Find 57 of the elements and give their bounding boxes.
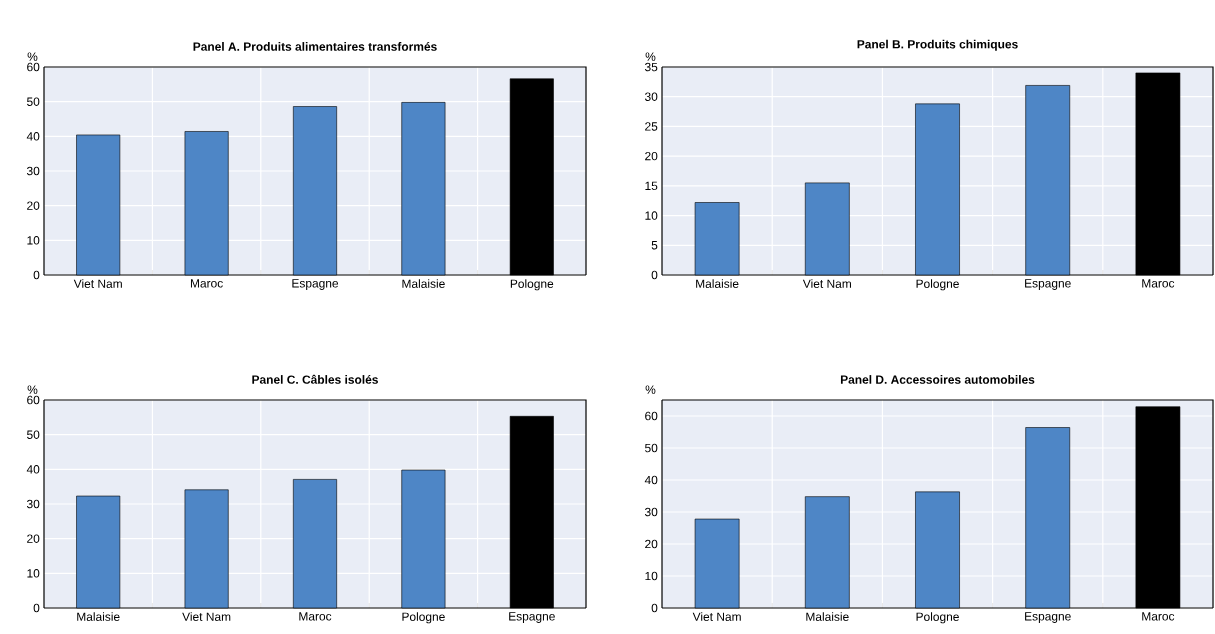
y-axis-title: % (27, 52, 38, 61)
y-tick-label: 50 (27, 430, 40, 439)
y-tick-label: 10 (27, 236, 40, 245)
y-tick-label: 0 (33, 603, 40, 613)
x-tick-label: Pologne (402, 612, 445, 624)
x-tick-label: Maroc (1142, 612, 1175, 621)
x-tick-label: Pologne (916, 612, 959, 624)
x-tick-label: Malaisie (696, 279, 739, 288)
y-tick-label: 0 (651, 270, 658, 280)
y-axis-title: % (27, 385, 38, 394)
y-tick-label: 5 (651, 241, 658, 250)
x-tick-label: Maroc (190, 279, 223, 288)
x-tick-label: Malaisie (402, 279, 445, 288)
x-tick-label: Maroc (1142, 279, 1175, 288)
y-tick-label: 25 (645, 122, 658, 131)
x-tick-label: Viet Nam (73, 279, 122, 288)
y-tick-label: 30 (26, 166, 40, 176)
x-tick-label: Espagne (292, 279, 339, 290)
y-tick-label: 15 (645, 181, 658, 191)
x-tick-label: Pologne (510, 279, 554, 291)
y-tick-label: 50 (645, 443, 658, 453)
y-tick-label: 40 (26, 465, 40, 474)
y-tick-label: 30 (26, 499, 40, 509)
y-tick-label: 10 (645, 571, 658, 581)
y-tick-label: 20 (645, 539, 658, 549)
y-tick-label: 0 (33, 270, 40, 280)
y-tick-label: 60 (27, 395, 40, 405)
y-axis-title: % (645, 52, 656, 61)
chart-title: Panel D. Accessoires automobiles (840, 375, 1035, 384)
y-tick-label: 40 (644, 475, 658, 485)
x-tick-label: Espagne (1025, 279, 1071, 290)
x-tick-label: Viet Nam (182, 612, 231, 621)
y-tick-label: 10 (27, 569, 40, 578)
chart-title: Panel A. Produits alimentaires transformés (193, 41, 437, 51)
y-axis-title: % (645, 385, 656, 394)
y-tick-label: 10 (645, 211, 658, 220)
y-tick-label: 40 (26, 132, 40, 141)
x-tick-label: Viet Nam (802, 279, 851, 288)
y-tick-label: 30 (644, 507, 658, 517)
x-tick-label: Maroc (299, 612, 332, 621)
x-tick-label: Espagne (509, 612, 555, 623)
y-tick-label: 30 (644, 92, 658, 101)
x-tick-label: Pologne (916, 279, 959, 291)
y-tick-label: 60 (645, 411, 658, 421)
chart-title: Panel B. Produits chimiques (857, 39, 1018, 51)
y-tick-label: 50 (27, 97, 40, 106)
x-tick-label: Espagne (1025, 612, 1071, 623)
y-tick-label: 20 (27, 534, 40, 543)
y-tick-label: 20 (645, 151, 658, 161)
x-tick-label: Malaisie (77, 612, 120, 621)
y-tick-label: 0 (651, 603, 658, 613)
y-tick-label: 20 (27, 201, 40, 210)
y-tick-label: 60 (27, 62, 40, 72)
y-tick-label: 35 (644, 62, 658, 72)
chart-title: Panel C. Câbles isolés (252, 374, 378, 384)
x-tick-label: Viet Nam (692, 612, 741, 621)
x-tick-label: Malaisie (806, 612, 849, 621)
